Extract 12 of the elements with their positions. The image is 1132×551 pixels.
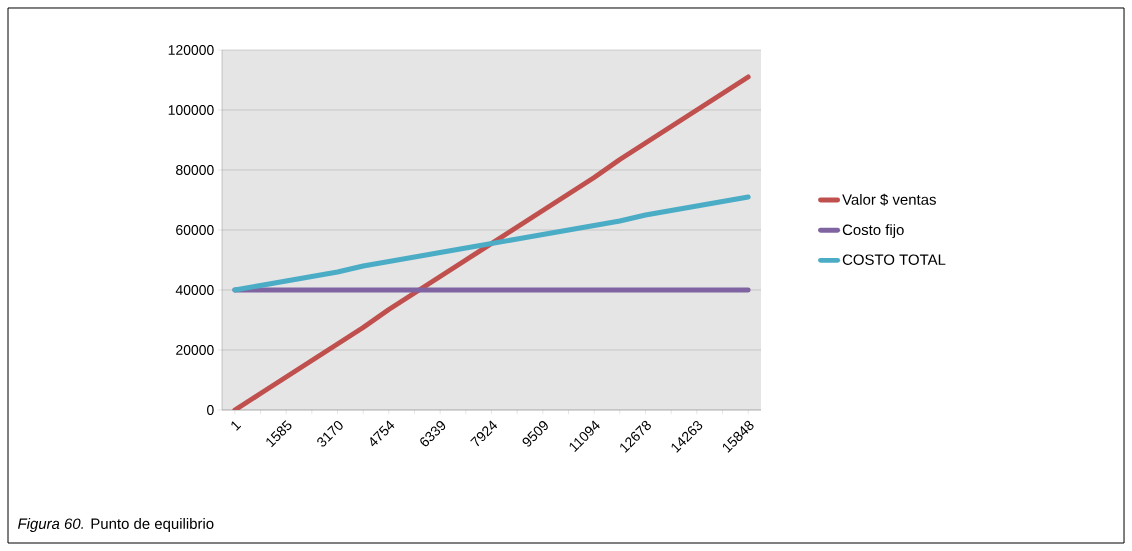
y-tick-label: 20000: [176, 345, 214, 355]
x-tick-label: 1: [231, 421, 242, 431]
y-tick-label: 80000: [176, 165, 214, 175]
y-tick-label: 100000: [168, 105, 214, 115]
y-tick-label: 120000: [168, 45, 214, 55]
y-tick-label: 40000: [175, 285, 214, 295]
legend-label: COSTO TOTAL: [842, 254, 946, 265]
y-tick-label: 60000: [176, 225, 214, 235]
text: Figura 60. Punto de equilibrio: [17, 518, 214, 532]
legend-label: Costo fijo: [842, 224, 904, 239]
legend-label: Valor $ ventas: [842, 193, 936, 206]
y-tick-label: 0: [207, 405, 214, 415]
